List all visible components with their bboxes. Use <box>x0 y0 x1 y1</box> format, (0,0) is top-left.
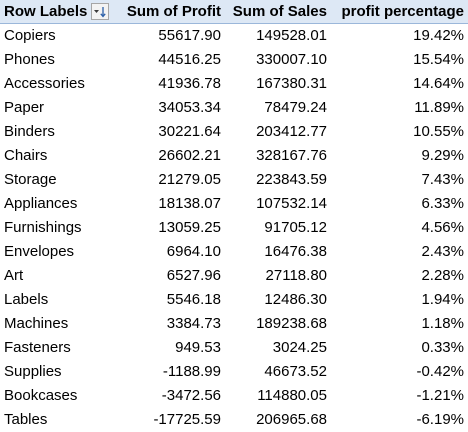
header-row-labels[interactable]: Row Labels <box>4 3 88 20</box>
profit-cell[interactable]: 18138.07 <box>158 195 221 212</box>
sales-cell[interactable]: 206965.68 <box>256 411 327 428</box>
profit-percentage-cell[interactable]: 14.64% <box>413 75 464 92</box>
sales-cell[interactable]: 27118.80 <box>265 267 327 284</box>
sales-cell[interactable]: 12486.30 <box>264 291 327 308</box>
header-sum-of-profit[interactable]: Sum of Profit <box>126 3 221 20</box>
sales-cell[interactable]: 167380.31 <box>256 75 327 92</box>
profit-percentage-cell[interactable]: 19.42% <box>413 27 464 44</box>
sales-cell[interactable]: 107532.14 <box>256 195 327 212</box>
row-label-cell[interactable]: Phones <box>4 51 55 68</box>
row-label-cell[interactable]: Supplies <box>4 363 62 380</box>
row-label-cell[interactable]: Binders <box>4 123 55 140</box>
profit-percentage-cell[interactable]: 9.29% <box>421 147 464 164</box>
row-label-cell[interactable]: Storage <box>4 171 57 188</box>
sales-cell[interactable]: 46673.52 <box>264 363 327 380</box>
sort-descending-filter-icon <box>94 6 106 18</box>
row-label-cell[interactable]: Labels <box>4 291 49 308</box>
row-label-cell[interactable]: Accessories <box>4 75 85 92</box>
profit-percentage-cell[interactable]: -6.19% <box>416 411 464 428</box>
profit-cell[interactable]: -1188.99 <box>162 363 221 380</box>
profit-percentage-cell[interactable]: 11.89% <box>414 99 464 116</box>
row-label-cell[interactable]: Appliances <box>4 195 78 212</box>
profit-cell[interactable]: 30221.64 <box>158 123 221 140</box>
table-row: Binders 30221.64 203412.77 10.55% <box>0 120 468 144</box>
sales-cell[interactable]: 330007.10 <box>256 51 327 68</box>
profit-percentage-cell[interactable]: 15.54% <box>413 51 464 68</box>
profit-cell[interactable]: -17725.59 <box>153 411 221 428</box>
table-row: Appliances 18138.07 107532.14 6.33% <box>0 192 468 216</box>
row-label-cell[interactable]: Bookcases <box>4 387 78 404</box>
row-label-cell[interactable]: Fasteners <box>4 339 71 356</box>
profit-percentage-cell[interactable]: 7.43% <box>421 171 464 188</box>
table-row: Bookcases -3472.56 114880.05 -1.21% <box>0 384 468 408</box>
table-row: Envelopes 6964.10 16476.38 2.43% <box>0 240 468 264</box>
sales-cell[interactable]: 3024.25 <box>272 339 327 356</box>
table-row: Machines 3384.73 189238.68 1.18% <box>0 312 468 336</box>
profit-cell[interactable]: 55617.90 <box>158 27 221 44</box>
table-row: Phones 44516.25 330007.10 15.54% <box>0 48 468 72</box>
sales-cell[interactable]: 91705.12 <box>264 219 327 236</box>
profit-percentage-cell[interactable]: 2.43% <box>421 243 464 260</box>
profit-percentage-cell[interactable]: 6.33% <box>421 195 464 212</box>
table-row: Art 6527.96 27118.80 2.28% <box>0 264 468 288</box>
row-label-cell[interactable]: Chairs <box>4 147 48 164</box>
profit-cell[interactable]: -3472.56 <box>161 387 221 404</box>
profit-percentage-cell[interactable]: 1.18% <box>421 315 464 332</box>
table-row: Labels 5546.18 12486.30 1.94% <box>0 288 468 312</box>
sales-cell[interactable]: 189238.68 <box>256 315 327 332</box>
table-row: Fasteners 949.53 3024.25 0.33% <box>0 336 468 360</box>
profit-cell[interactable]: 21279.05 <box>158 171 221 188</box>
profit-percentage-cell[interactable]: 10.55% <box>413 123 464 140</box>
profit-cell[interactable]: 44516.25 <box>158 51 221 68</box>
profit-percentage-cell[interactable]: 0.33% <box>421 339 464 356</box>
profit-cell[interactable]: 5546.18 <box>166 291 221 308</box>
table-row: Paper 34053.34 78479.24 11.89% <box>0 96 468 120</box>
row-label-cell[interactable]: Envelopes <box>4 243 75 260</box>
profit-percentage-cell[interactable]: -0.42% <box>416 363 464 380</box>
profit-cell[interactable]: 34053.34 <box>158 99 221 116</box>
table-row: Accessories 41936.78 167380.31 14.64% <box>0 72 468 96</box>
pivot-header-row: Row Labels Sum of Profit Sum of Sales pr… <box>0 0 468 24</box>
table-row: Chairs 26602.21 328167.76 9.29% <box>0 144 468 168</box>
sales-cell[interactable]: 78479.24 <box>264 99 327 116</box>
row-label-cell[interactable]: Machines <box>4 315 69 332</box>
profit-cell[interactable]: 6527.96 <box>166 267 221 284</box>
profit-percentage-cell[interactable]: 4.56% <box>421 219 464 236</box>
profit-percentage-cell[interactable]: 2.28% <box>421 267 464 284</box>
sales-cell[interactable]: 223843.59 <box>256 171 327 188</box>
header-profit-percentage[interactable]: profit percentage <box>341 3 464 20</box>
profit-cell[interactable]: 3384.73 <box>166 315 221 332</box>
profit-cell[interactable]: 13059.25 <box>158 219 221 236</box>
profit-cell[interactable]: 949.53 <box>175 339 221 356</box>
profit-cell[interactable]: 41936.78 <box>158 75 221 92</box>
row-label-cell[interactable]: Copiers <box>4 27 56 44</box>
sales-cell[interactable]: 149528.01 <box>256 27 327 44</box>
table-row: Copiers 55617.90 149528.01 19.42% <box>0 24 468 48</box>
sales-cell[interactable]: 203412.77 <box>256 123 327 140</box>
profit-cell[interactable]: 6964.10 <box>166 243 221 260</box>
sales-cell[interactable]: 114880.05 <box>257 387 327 404</box>
header-sum-of-sales[interactable]: Sum of Sales <box>232 3 327 20</box>
profit-percentage-cell[interactable]: -1.21% <box>416 387 464 404</box>
table-row: Supplies -1188.99 46673.52 -0.42% <box>0 360 468 384</box>
table-row: Storage 21279.05 223843.59 7.43% <box>0 168 468 192</box>
table-row: Tables -17725.59 206965.68 -6.19% <box>0 408 468 432</box>
row-label-cell[interactable]: Tables <box>4 411 48 428</box>
sort-filter-dropdown-button[interactable] <box>91 3 109 20</box>
profit-cell[interactable]: 26602.21 <box>158 147 221 164</box>
profit-percentage-cell[interactable]: 1.94% <box>421 291 464 308</box>
row-label-cell[interactable]: Furnishings <box>4 219 82 236</box>
sales-cell[interactable]: 16476.38 <box>264 243 327 260</box>
sales-cell[interactable]: 328167.76 <box>256 147 327 164</box>
table-row: Furnishings 13059.25 91705.12 4.56% <box>0 216 468 240</box>
row-label-cell[interactable]: Art <box>4 267 24 284</box>
row-label-cell[interactable]: Paper <box>4 99 45 116</box>
